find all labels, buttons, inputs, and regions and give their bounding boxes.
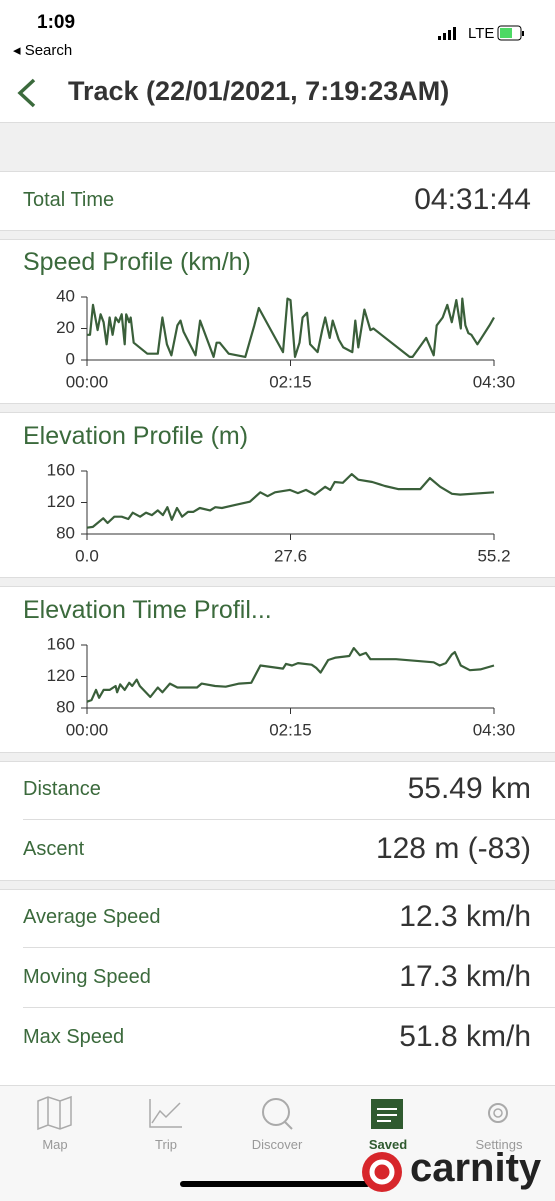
network: LTE: [468, 25, 495, 42]
watermark: carnity: [410, 1146, 542, 1190]
y-tick-label: 0: [66, 349, 75, 368]
stat-value: 12.3 km/h: [399, 900, 531, 933]
x-tick-label: 02:15: [269, 720, 312, 739]
y-tick-label: 40: [56, 286, 75, 305]
watermark-logo: [362, 1152, 402, 1192]
chart-title: Elevation Profile (m): [23, 422, 249, 450]
y-tick-label: 20: [56, 318, 75, 337]
x-tick-label: 04:30: [473, 720, 516, 739]
status-time: 1:09: [37, 12, 76, 33]
row-divider: [23, 947, 555, 948]
stat-label: Average Speed: [23, 906, 161, 928]
home-indicator: [180, 1181, 370, 1187]
back-button[interactable]: [14, 76, 44, 110]
total-time-label: Total Time: [23, 189, 115, 211]
separator: [0, 577, 555, 587]
stat-label: Distance: [23, 778, 101, 800]
stat-value: 51.8 km/h: [399, 1020, 531, 1053]
y-tick-label: 80: [56, 697, 75, 716]
total-time-value: 04:31:44: [414, 183, 531, 216]
separator: [0, 752, 555, 762]
separator: [0, 880, 555, 890]
data-line: [86, 473, 495, 529]
tab-label[interactable]: Saved: [368, 1137, 408, 1152]
data-line: [86, 647, 495, 703]
charts: 0 20 40 00:00 02:15 04:30 80 120 160 0.0 27.6 55.2 8…: [47, 286, 516, 739]
stat-value: 55.49 km: [407, 772, 531, 805]
status-icons: [438, 25, 524, 41]
y-tick-label: 160: [47, 634, 75, 653]
tab-label[interactable]: Trip: [155, 1137, 177, 1152]
stat-value: 17.3 km/h: [399, 960, 531, 993]
stat-label: Moving Speed: [23, 966, 151, 988]
row-divider: [23, 1007, 555, 1008]
x-tick-label: 0.0: [75, 546, 99, 565]
row-divider: [23, 819, 555, 820]
status-back[interactable]: ◂ Search: [13, 42, 73, 59]
y-tick-label: 120: [47, 492, 75, 511]
x-tick-label: 27.6: [274, 546, 307, 565]
y-tick-label: 160: [47, 460, 75, 479]
tab-label[interactable]: Discover: [251, 1137, 303, 1152]
separator: [0, 230, 555, 240]
page-title: Track (22/01/2021, 7:19:23AM): [68, 76, 450, 106]
y-tick-label: 120: [47, 666, 75, 685]
x-tick-label: 02:15: [269, 372, 312, 391]
x-tick-label: 04:30: [473, 372, 516, 391]
tab-label[interactable]: Settings: [475, 1137, 523, 1152]
x-tick-label: 00:00: [66, 720, 109, 739]
y-tick-label: 80: [56, 523, 75, 542]
tab-icons: [37, 1095, 508, 1131]
stat-value: 128 m (-83): [375, 832, 531, 865]
chart-title: Elevation Time Profil...: [23, 596, 272, 624]
spacer: [0, 122, 555, 172]
tab-label[interactable]: Map: [42, 1137, 68, 1152]
x-tick-label: 55.2: [477, 546, 510, 565]
data-line: [87, 297, 495, 358]
stat-label: Ascent: [23, 838, 85, 860]
stat-label: Max Speed: [23, 1026, 125, 1048]
separator: [0, 403, 555, 413]
x-tick-label: 00:00: [66, 372, 109, 391]
chart-title: Speed Profile (km/h): [23, 248, 251, 276]
